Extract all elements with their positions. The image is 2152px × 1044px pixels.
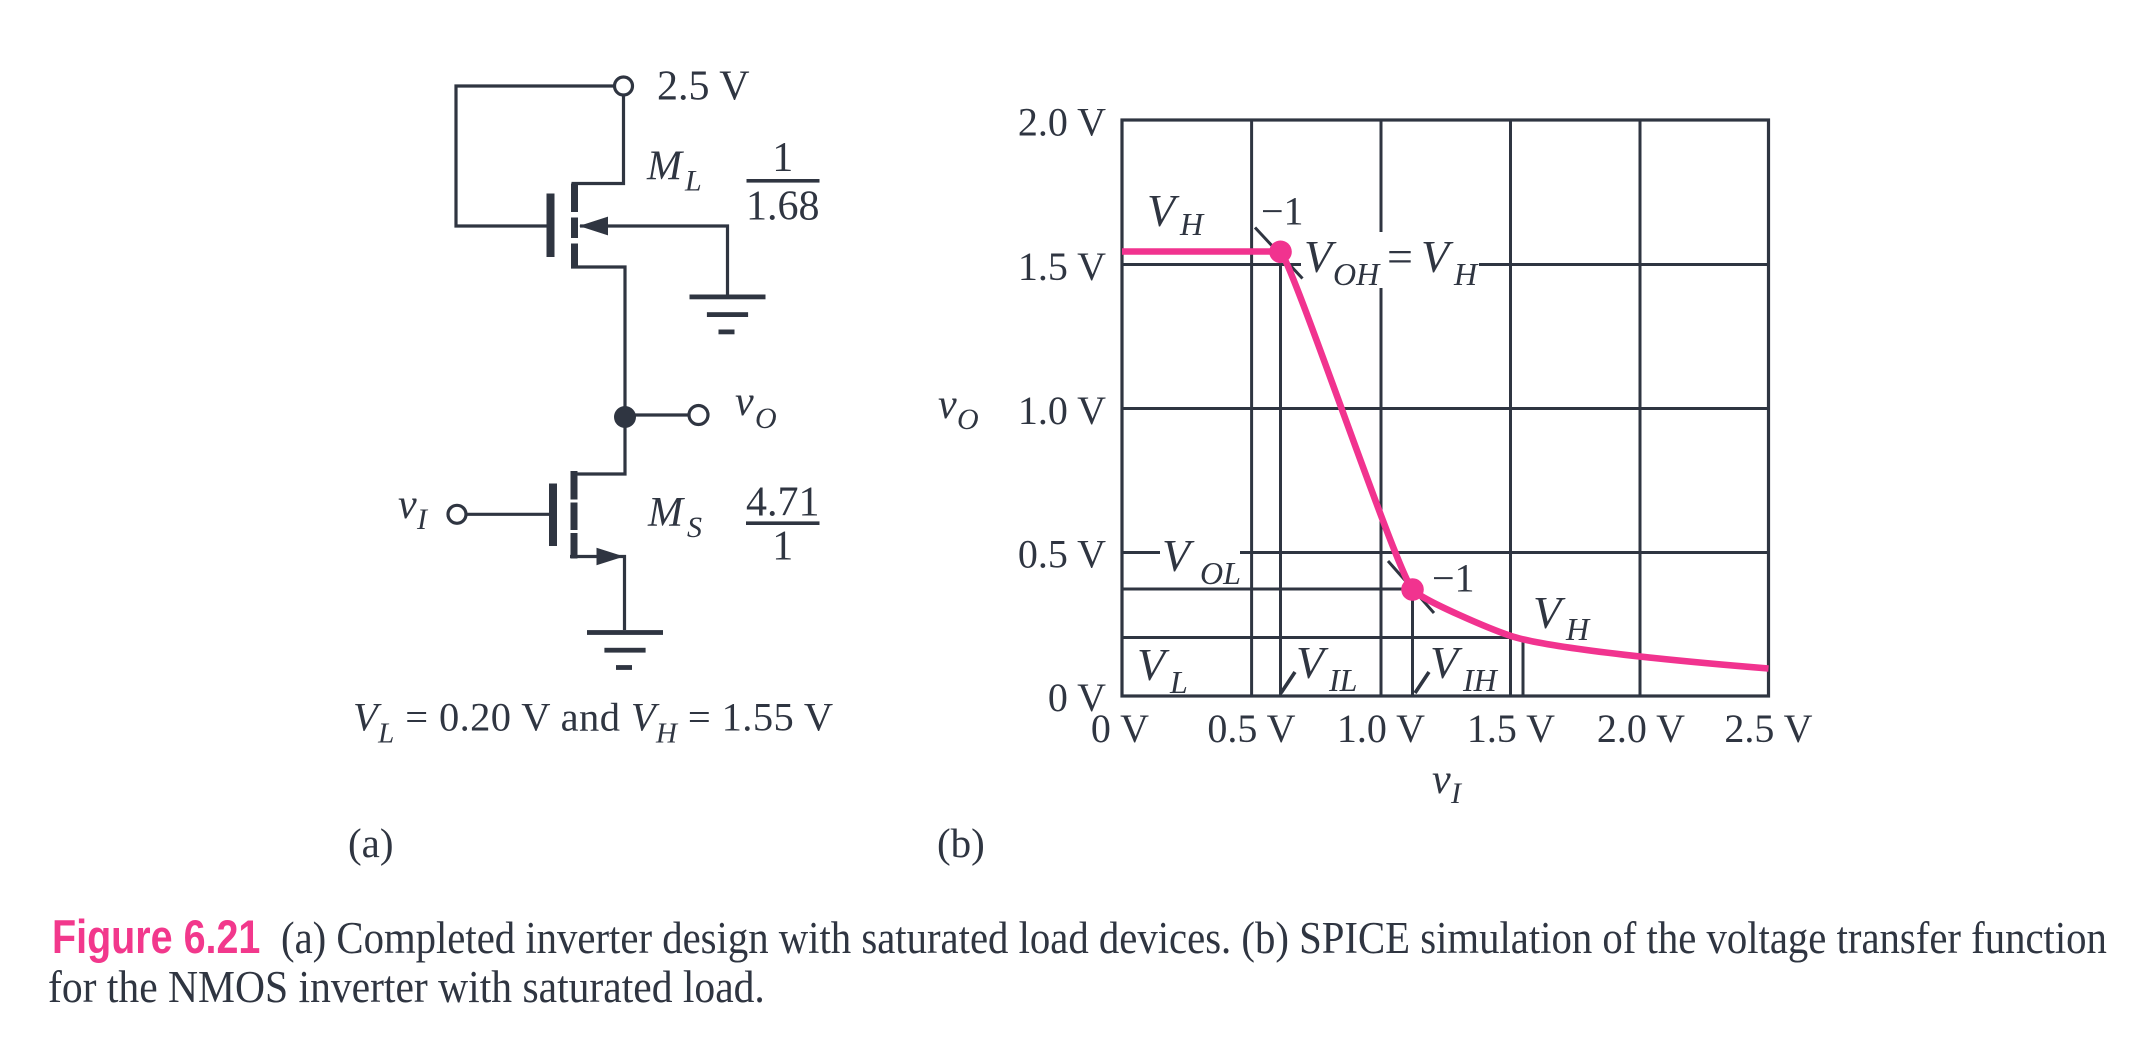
svg-text:I: I xyxy=(416,503,429,536)
svg-text:L: L xyxy=(1169,664,1188,700)
svg-text:V: V xyxy=(1533,587,1566,638)
svg-text:IL: IL xyxy=(1328,662,1357,698)
svg-text:S: S xyxy=(687,511,702,544)
svg-text:V: V xyxy=(1304,231,1337,282)
svg-text:1.0 V: 1.0 V xyxy=(1337,706,1425,751)
svg-text:OH: OH xyxy=(1333,256,1381,292)
svg-text:0.5 V: 0.5 V xyxy=(1207,706,1295,751)
svg-text:v: v xyxy=(938,382,957,428)
svg-text:1.0 V: 1.0 V xyxy=(1018,388,1106,433)
svg-text:2.5 V: 2.5 V xyxy=(1724,706,1812,751)
svg-text:2.5 V: 2.5 V xyxy=(657,64,750,110)
svg-text:for the NMOS inverter with sat: for the NMOS inverter with saturated loa… xyxy=(48,962,765,1012)
svg-text:−1: −1 xyxy=(1432,556,1475,601)
svg-text:1.5 V: 1.5 V xyxy=(1018,244,1106,289)
svg-text:O: O xyxy=(957,403,979,436)
svg-text:(a) Completed inverter design: (a) Completed inverter design with satur… xyxy=(281,913,2107,964)
svg-text:1: 1 xyxy=(772,135,793,181)
svg-text:V: V xyxy=(1296,637,1329,688)
svg-text:V: V xyxy=(1147,185,1180,236)
svg-text:H: H xyxy=(1453,256,1479,292)
svg-text:H: H xyxy=(1565,611,1591,647)
svg-text:OL: OL xyxy=(1200,555,1241,591)
svg-text:1: 1 xyxy=(772,524,793,570)
svg-text:v: v xyxy=(735,379,754,425)
svg-text:O: O xyxy=(755,402,777,435)
svg-text:M: M xyxy=(647,490,685,536)
svg-text:M: M xyxy=(646,144,684,190)
svg-text:=: = xyxy=(1387,231,1413,282)
svg-text:I: I xyxy=(1450,777,1463,810)
svg-text:VL = 0.20 V and VH = 1.55 V: VL = 0.20 V and VH = 1.55 V xyxy=(353,695,834,750)
svg-text:H: H xyxy=(1179,206,1205,242)
svg-text:0.5 V: 0.5 V xyxy=(1018,532,1106,577)
svg-text:L: L xyxy=(684,165,702,198)
svg-text:V: V xyxy=(1430,637,1463,688)
svg-text:1.68: 1.68 xyxy=(746,184,820,230)
svg-text:0 V: 0 V xyxy=(1048,675,1106,720)
svg-text:V: V xyxy=(1421,231,1454,282)
svg-text:1.5 V: 1.5 V xyxy=(1467,706,1555,751)
svg-text:(a): (a) xyxy=(348,820,394,866)
svg-text:V: V xyxy=(1137,639,1170,690)
svg-text:(b): (b) xyxy=(937,820,985,866)
svg-text:v: v xyxy=(398,482,417,528)
svg-text:IH: IH xyxy=(1462,662,1499,698)
svg-text:0 V: 0 V xyxy=(1091,706,1149,751)
svg-text:−1: −1 xyxy=(1261,189,1304,234)
svg-text:V: V xyxy=(1162,530,1195,581)
svg-text:4.71: 4.71 xyxy=(746,480,820,526)
svg-text:Figure 6.21: Figure 6.21 xyxy=(52,912,260,964)
svg-text:2.0 V: 2.0 V xyxy=(1018,100,1106,145)
svg-text:v: v xyxy=(1432,757,1451,803)
svg-text:2.0 V: 2.0 V xyxy=(1597,706,1685,751)
